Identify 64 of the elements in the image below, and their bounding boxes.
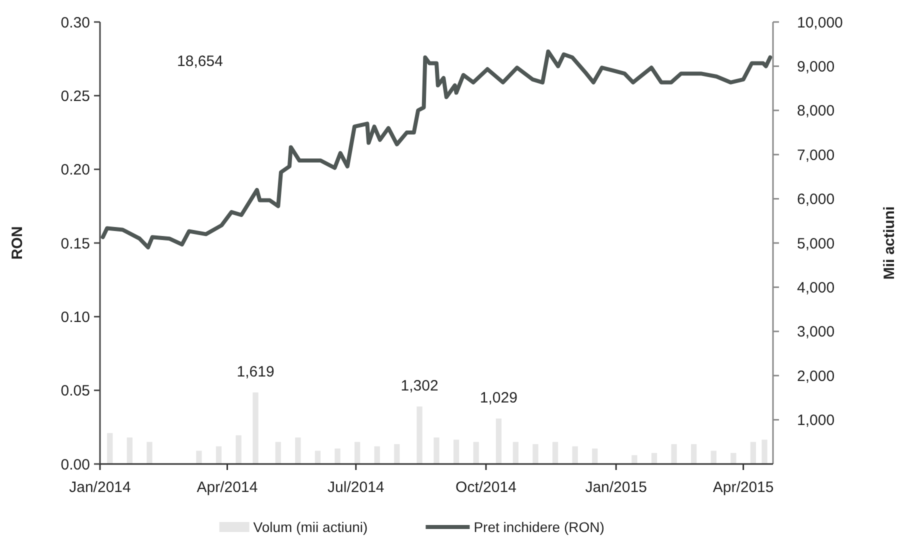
- bar: [473, 442, 479, 464]
- y2-axis-title: Mii actiuni: [881, 206, 898, 280]
- bar: [750, 442, 756, 464]
- bar: [374, 446, 380, 464]
- y2-tick-label: 3,000: [797, 324, 835, 341]
- bar: [592, 448, 598, 464]
- bar: [651, 452, 658, 464]
- y-tick-label: 0.20: [60, 162, 90, 179]
- x-tick-label: Jan/2014: [69, 479, 131, 496]
- y-tick-label: 0.05: [60, 382, 90, 400]
- annotation: 18,654: [177, 53, 223, 70]
- y-tick-label: 0.30: [60, 14, 90, 32]
- bar: [632, 455, 638, 464]
- y2-tick-label: 8,000: [797, 102, 835, 120]
- x-tick-label: Apr/2014: [196, 479, 258, 496]
- bar: [671, 444, 677, 464]
- bar: [572, 446, 578, 464]
- y-tick-label: 0.15: [60, 235, 90, 252]
- data-label: 1,302: [400, 377, 438, 394]
- bar: [236, 435, 242, 464]
- bar: [216, 446, 222, 464]
- x-tick-label: Jan/2015: [585, 479, 647, 496]
- bar: [107, 433, 113, 464]
- bar: [532, 444, 538, 464]
- y2-tick-label: 5,000: [797, 235, 835, 252]
- legend-label: Pret inchidere (RON): [474, 519, 604, 536]
- bar: [394, 444, 400, 464]
- bar: [416, 406, 422, 464]
- bar: [126, 437, 133, 464]
- y2-tick-label: 7,000: [797, 146, 835, 164]
- x-tick-label: Oct/2014: [456, 479, 516, 496]
- bar: [710, 450, 716, 464]
- bar: [196, 450, 202, 464]
- bar: [314, 450, 321, 464]
- bar: [730, 452, 736, 464]
- y2-tick-label: 6,000: [797, 191, 835, 208]
- bar: [146, 442, 152, 464]
- bar: [434, 437, 440, 464]
- y-tick-label: 0.10: [60, 308, 90, 326]
- bar: [690, 444, 697, 464]
- x-tick-label: Apr/2015: [712, 479, 774, 496]
- bar: [295, 437, 301, 464]
- y-tick-label: 0.25: [60, 88, 90, 105]
- bar: [334, 448, 340, 464]
- y2-tick-label: 9,000: [797, 58, 835, 76]
- bar: [275, 442, 281, 464]
- x-tick-label: Jul/2014: [328, 479, 384, 496]
- bar: [496, 418, 502, 464]
- legend-label: Volum (mii actiuni): [253, 519, 368, 536]
- bar: [512, 442, 519, 464]
- bar: [453, 440, 460, 464]
- y2-tick-label: 1,000: [797, 412, 835, 430]
- bar: [762, 440, 768, 464]
- bar: [552, 442, 558, 464]
- y2-tick-label: 4,000: [797, 279, 835, 296]
- y-tick-label: 0.00: [60, 456, 90, 474]
- y2-tick-label: 10,000: [797, 14, 843, 32]
- y-axis-title: RON: [9, 226, 26, 260]
- bar: [252, 392, 258, 464]
- bar: [354, 442, 360, 464]
- data-label: 1,619: [236, 363, 274, 380]
- line-series: [100, 49, 772, 250]
- data-label: 1,029: [480, 390, 518, 407]
- y2-tick-label: 2,000: [797, 368, 835, 385]
